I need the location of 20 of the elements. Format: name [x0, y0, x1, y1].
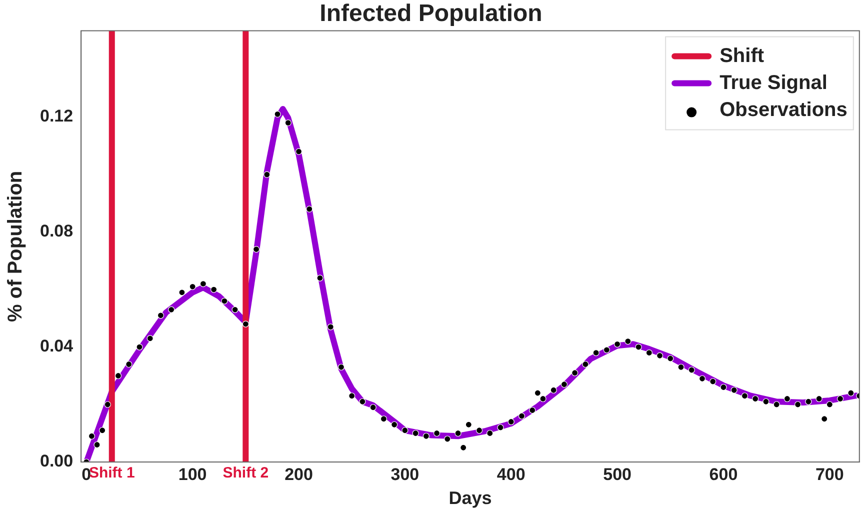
chart-title: Infected Population	[320, 0, 542, 28]
x-tick-label: 300	[390, 464, 420, 484]
y-tick-label: 0.00	[40, 452, 74, 471]
annotation: Shift 1	[88, 464, 135, 482]
x-tick-label: 400	[496, 464, 526, 484]
x-tick-label: 0	[82, 464, 92, 484]
legend-label: Observations	[720, 98, 848, 121]
y-axis-title: % of Population	[4, 170, 27, 322]
legend-label: True Signal	[720, 72, 828, 94]
x-axis-title: Days	[448, 488, 492, 508]
legend-label: Shift	[720, 44, 764, 67]
y-tick-label: 0.04	[40, 336, 74, 356]
x-tick-label: 500	[603, 464, 632, 484]
y-tick-label: 0.12	[40, 106, 74, 126]
annotation: Shift 2	[222, 464, 269, 482]
x-tick-label: 200	[284, 464, 313, 484]
x-tick-label: 100	[178, 464, 207, 484]
y-tick-label: 0.08	[40, 222, 74, 241]
x-tick-label: 600	[709, 464, 738, 484]
x-tick-label: 700	[815, 464, 844, 484]
